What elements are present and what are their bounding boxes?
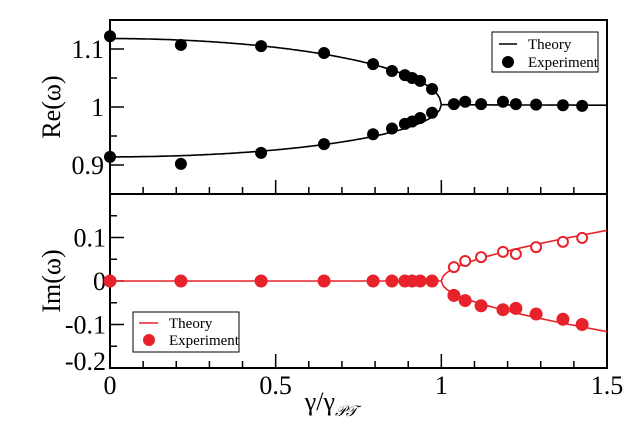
bottom-xtick-label: 1 — [435, 371, 448, 400]
bottom-xlabel-subscript: 𝒫𝒯 — [335, 404, 362, 420]
bottom-experiment-open-point — [475, 251, 488, 264]
top-experiment-point — [174, 157, 187, 170]
top-experiment-point — [385, 65, 398, 78]
top-experiment-point — [426, 83, 439, 96]
top-experiment-point — [459, 95, 472, 108]
top-experiment-point — [104, 30, 116, 43]
bottom-experiment-point — [317, 274, 331, 288]
top-experiment-point — [174, 38, 187, 51]
top-experiment-point — [414, 112, 427, 125]
top-panel: 0.9 1 1.1 Re(ω) Theory Experiment — [37, 19, 608, 195]
bottom-ylabel: Im(ω) — [37, 249, 66, 312]
top-ylabel: Re(ω) — [37, 75, 66, 138]
bottom-panel: -0.2 -0.1 0 0.1 0 0.5 1 1.5 Im(ω) γ/γ𝒫𝒯 Theory… — [37, 193, 624, 420]
top-experiment-point — [318, 138, 331, 151]
top-experiment-point — [426, 106, 439, 119]
bottom-xtick-label: 0 — [104, 371, 117, 400]
bottom-experiment-point — [474, 299, 488, 313]
bottom-experiment-point — [254, 274, 268, 288]
bottom-experiment-open-point — [496, 245, 509, 258]
top-experiment-point — [104, 150, 116, 163]
top-experiment-point — [414, 74, 427, 87]
top-experiment-point — [255, 146, 268, 159]
bottom-ytick-label: -0.1 — [65, 311, 106, 340]
bottom-experiment-point — [496, 303, 510, 317]
top-ytick-label: 1 — [91, 93, 104, 122]
bottom-experiment-point — [556, 312, 570, 326]
bottom-legend-theory: Theory — [169, 316, 213, 332]
bottom-experiment-point — [413, 274, 427, 288]
top-ytick-label: 0.9 — [72, 151, 105, 180]
top-experiment-point — [556, 99, 569, 112]
top-experiment-point — [385, 122, 398, 135]
bottom-legend-experiment: Experiment — [169, 333, 240, 349]
bottom-experiment-open-point — [459, 254, 472, 267]
bottom-ytick-label: 0.1 — [74, 224, 107, 253]
top-experiment-point — [447, 98, 460, 111]
top-legend-marker-swatch — [502, 56, 514, 68]
bottom-legend-marker-swatch — [143, 334, 155, 346]
top-experiment-point — [475, 98, 488, 111]
bottom-experiment-open-point — [530, 241, 543, 254]
bottom-experiment-open-point — [509, 248, 522, 261]
top-experiment-point — [496, 95, 509, 108]
top-ytick-label: 1.1 — [72, 35, 105, 64]
bottom-xtick-label: 1.5 — [591, 371, 624, 400]
top-legend: Theory Experiment — [491, 31, 599, 73]
top-experiment-point — [530, 98, 543, 111]
bottom-experiment-point — [575, 318, 589, 331]
top-experiment-point — [255, 40, 268, 53]
bottom-experiment-point — [385, 274, 399, 288]
bottom-experiment-point — [366, 274, 380, 288]
bottom-experiment-open-point — [576, 231, 589, 244]
bottom-legend: Theory Experiment — [132, 311, 240, 353]
bottom-ytick-label: -0.2 — [65, 347, 106, 376]
bottom-experiment-open-point — [447, 261, 460, 274]
top-experiment-point — [509, 98, 522, 111]
bottom-experiment-point — [529, 307, 543, 321]
bottom-experiment-point — [174, 274, 188, 288]
bottom-experiment-point — [447, 288, 461, 302]
top-legend-theory: Theory — [528, 37, 572, 53]
top-experiment-point — [367, 58, 380, 71]
bottom-experiment-point — [103, 274, 117, 288]
top-experiment-point — [576, 99, 589, 112]
bottom-experiment-point — [509, 301, 523, 315]
bottom-experiment-point — [458, 294, 472, 308]
bottom-experiment-point — [425, 274, 439, 288]
bottom-ytick-label: 0 — [93, 267, 106, 296]
bottom-xlabel: γ/γ𝒫𝒯 — [304, 387, 362, 420]
bottom-experiment-open-point — [556, 235, 569, 248]
bottom-xtick-label: 0.5 — [259, 371, 292, 400]
top-legend-experiment: Experiment — [528, 55, 599, 71]
top-experiment-point — [318, 47, 331, 60]
top-experiment-point — [367, 128, 380, 141]
